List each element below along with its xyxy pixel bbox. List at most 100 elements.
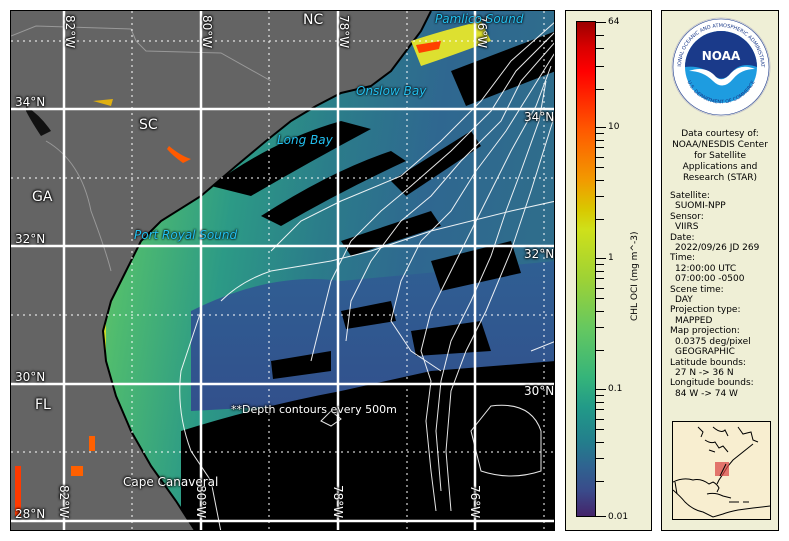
- tick-minor: [596, 481, 604, 482]
- meta-map-projection-label: Map projection:: [670, 326, 740, 337]
- lat-label-34n-right: 34°N: [524, 110, 555, 124]
- meta-date-value: 2022/09/26 JD 269: [675, 243, 760, 254]
- place-label-cape-canaveral: Cape Canaveral: [123, 475, 219, 489]
- place-label-onslow-bay: Onslow Bay: [356, 84, 427, 98]
- courtesy-line: Applications and: [682, 162, 758, 172]
- lon-label-82w-top: 82°W: [63, 15, 77, 49]
- locator-map-icon: [673, 426, 770, 518]
- lon-label-80w-top: 80°W: [200, 15, 214, 49]
- depth-contour-note: **Depth contours every 500m: [231, 403, 397, 416]
- lat-label-34n-left: 34°N: [15, 95, 46, 109]
- tick-0.1: [596, 389, 606, 390]
- tick-minor: [596, 419, 604, 420]
- meta-time-label: Time:: [670, 253, 696, 264]
- tick-minor: [596, 140, 604, 141]
- tick-minor: [596, 409, 604, 410]
- lon-label-80w-bottom: 80°W: [194, 485, 208, 519]
- meta-sensor-value: VIIRS: [675, 222, 699, 233]
- tick-minor: [596, 89, 604, 90]
- tick-minor: [596, 278, 604, 279]
- tick-minor: [596, 327, 604, 328]
- courtesy-line: Research (STAR): [682, 173, 758, 183]
- meta-scene-time-label: Scene time:: [670, 284, 724, 295]
- meta-lat-bounds-value: 27 N -> 36 N: [675, 367, 734, 378]
- meta-time-local: 07:00:00 -0500: [675, 274, 745, 285]
- data-courtesy: Data courtesy of: NOAA/NESDIS Center for…: [662, 129, 778, 184]
- tick-minor: [596, 288, 604, 289]
- lon-label-78w-bottom: 78°W: [331, 485, 345, 519]
- tick-minor: [596, 35, 604, 36]
- chlorophyll-map[interactable]: 82°W 80°W 78°W 76°W 82°W 80°W 78°W 76°W …: [10, 10, 555, 531]
- tick-minor: [596, 167, 604, 168]
- tick-minor: [596, 196, 604, 197]
- meta-date-label: Date:: [670, 232, 695, 243]
- tick-minor: [596, 271, 604, 272]
- tick-1: [596, 258, 606, 259]
- meta-lon-bounds-label: Longitude bounds:: [670, 378, 754, 389]
- tick-minor: [596, 264, 604, 265]
- colorbar-title: CHL OCI (mg m^-3): [630, 231, 640, 321]
- meta-map-projection-resolution: 0.0375 deg/pixel: [675, 336, 751, 347]
- tick-minor: [596, 180, 604, 181]
- region-highlight: [715, 462, 729, 476]
- state-label-fl: FL: [35, 397, 51, 413]
- tick-minor: [596, 402, 604, 403]
- tick-minor: [596, 429, 604, 430]
- meta-satellite-label: Satellite:: [670, 191, 710, 201]
- colorbar-label-10: 10: [608, 122, 620, 132]
- state-label-sc: SC: [139, 117, 158, 133]
- meta-lon-bounds-value: 84 W -> 74 W: [675, 388, 738, 399]
- tick-64: [596, 22, 606, 23]
- noaa-logo-icon: NOAA NATIONAL OCEANIC AND ATMOSPHERIC AD…: [671, 17, 771, 117]
- meta-satellite-value: SUOMI-NPP: [675, 201, 726, 212]
- meta-map-projection-type: GEOGRAPHIC: [675, 347, 735, 358]
- graticule-minor: [11, 11, 554, 530]
- tick-minor: [596, 48, 604, 49]
- lat-label-30n-right: 30°N: [524, 384, 555, 398]
- tick-minor: [596, 66, 604, 67]
- tick-minor: [596, 298, 604, 299]
- tick-minor: [596, 133, 604, 134]
- tick-minor: [596, 395, 604, 396]
- colorbar-label-0.01: 0.01: [608, 512, 629, 522]
- lat-label-30n-left: 30°N: [15, 370, 46, 384]
- info-panel: NOAA NATIONAL OCEANIC AND ATMOSPHERIC AD…: [661, 10, 779, 531]
- lat-label-28n-left: 28°N: [15, 507, 46, 521]
- tick-minor: [596, 219, 604, 220]
- tick-0.01: [596, 516, 606, 517]
- place-label-long-bay: Long Bay: [277, 133, 333, 147]
- lon-label-78w-top: 78°W: [337, 15, 351, 49]
- tick-10: [596, 127, 606, 128]
- colorbar-panel: 64 10 1 0.1 0.01 CHL OCI (mg m^-3): [565, 10, 652, 531]
- colorbar-label-64: 64: [608, 17, 620, 27]
- place-label-pamlico-sound: Pamlico Sound: [435, 12, 524, 26]
- map-canvas: [11, 11, 554, 530]
- graticule-major: [11, 11, 554, 530]
- meta-time-utc: 12:00:00 UTC: [675, 263, 737, 274]
- meta-projection-type-value: MAPPED: [675, 315, 713, 326]
- place-label-port-royal-sound: Port Royal Sound: [134, 228, 238, 242]
- courtesy-line: NOAA/NESDIS Center: [672, 140, 768, 150]
- lat-label-32n-right: 32°N: [524, 247, 555, 261]
- tick-minor: [596, 442, 604, 443]
- meta-sensor-label: Sensor:: [670, 211, 704, 222]
- colorbar: [576, 21, 596, 517]
- land: [11, 11, 431, 530]
- meta-lat-bounds-label: Latitude bounds:: [670, 357, 746, 368]
- lat-label-32n-left: 32°N: [15, 232, 46, 246]
- state-label-ga: GA: [32, 189, 53, 205]
- lon-label-76w-bottom: 76°W: [468, 485, 482, 519]
- lon-label-82w-bottom: 82°W: [57, 485, 71, 519]
- tick-minor: [596, 147, 604, 148]
- metadata-list: Satellite: SUOMI-NPP Sensor: VIIRS Date:…: [670, 191, 759, 399]
- tick-minor: [596, 311, 604, 312]
- colorbar-label-0.1: 0.1: [608, 384, 623, 394]
- colorbar-label-1: 1: [608, 253, 614, 263]
- locator-inset-map: [672, 421, 771, 520]
- meta-scene-time-value: DAY: [675, 295, 693, 306]
- state-label-nc: NC: [303, 12, 324, 28]
- courtesy-line: Data courtesy of:: [681, 129, 759, 139]
- logo-text: NOAA: [702, 49, 741, 63]
- tick-minor: [596, 458, 604, 459]
- tick-minor: [596, 157, 604, 158]
